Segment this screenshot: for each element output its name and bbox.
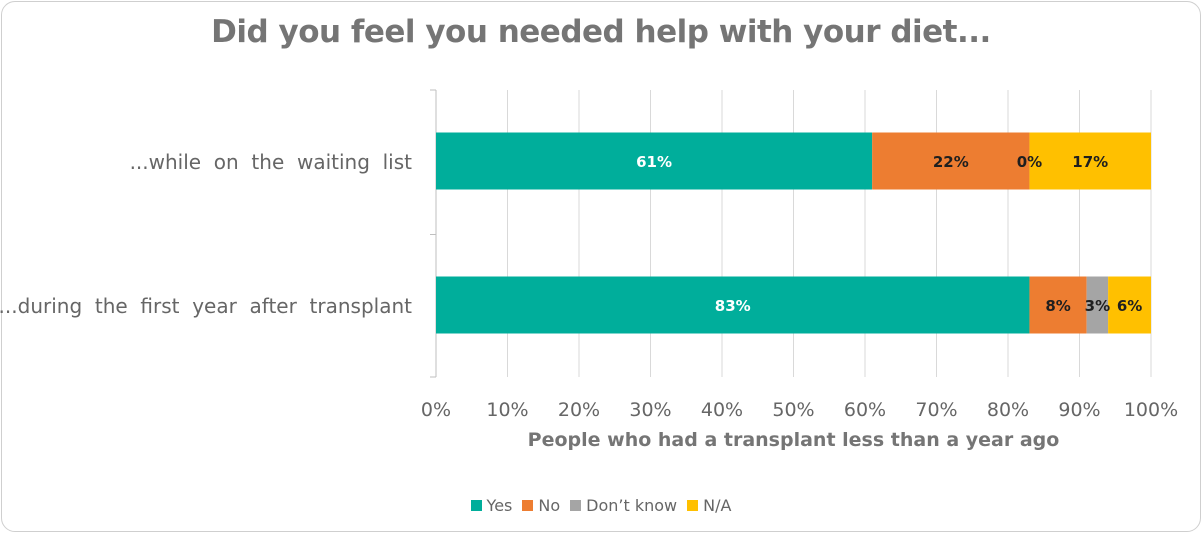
legend-label: No xyxy=(538,496,561,515)
y-axis xyxy=(430,89,437,378)
legend-swatch xyxy=(570,500,582,511)
category-label: ...during the first year after transplan… xyxy=(0,294,412,318)
x-tick-labels: 0% 10% 20% 30% 40% 50% 60% 70% 80% 90% 100% xyxy=(421,399,1178,421)
x-tick-label: 80% xyxy=(987,399,1029,421)
legend-label: Don’t know xyxy=(586,496,678,515)
x-tick-label: 50% xyxy=(772,399,814,421)
category-labels: ...while on the waiting list ...during th… xyxy=(0,150,412,318)
legend-swatch xyxy=(522,500,534,511)
bar-segment-yes xyxy=(436,132,873,190)
x-tick-label: 0% xyxy=(421,399,451,421)
legend-item: Don’t know xyxy=(570,496,677,515)
chart-title: Did you feel you needed help with your d… xyxy=(211,14,991,50)
data-label: 17% xyxy=(1072,153,1108,171)
legend-label: N/A xyxy=(703,496,732,515)
data-label: 83% xyxy=(715,297,751,315)
x-tick-label: 10% xyxy=(486,399,528,421)
legend-item: Yes xyxy=(470,496,513,515)
x-tick-label: 20% xyxy=(558,399,600,421)
bar-segment-no xyxy=(872,132,1030,190)
x-tick-label: 100% xyxy=(1124,399,1178,421)
x-axis-title: People who had a transplant less than a … xyxy=(527,429,1060,451)
legend-item: No xyxy=(522,496,560,515)
bar-segment-n-a xyxy=(1029,132,1151,190)
data-label: 6% xyxy=(1117,297,1142,315)
x-tick-label: 30% xyxy=(629,399,671,421)
bar-segment-n-a xyxy=(1108,276,1151,334)
legend-item: N/A xyxy=(687,496,731,515)
data-label: 22% xyxy=(933,153,969,171)
legend-swatch xyxy=(687,500,699,511)
x-tick-label: 60% xyxy=(844,399,886,421)
x-tick-label: 70% xyxy=(915,399,957,421)
data-label: 0% xyxy=(1017,153,1042,171)
x-tick-label: 90% xyxy=(1058,399,1100,421)
legend-label: Yes xyxy=(486,496,513,515)
bars xyxy=(436,132,1151,334)
data-label: 8% xyxy=(1045,297,1070,315)
bar-segment-yes xyxy=(436,276,1030,334)
bar-segment-no xyxy=(1029,276,1087,334)
data-label: 61% xyxy=(636,153,672,171)
x-tick-label: 40% xyxy=(701,399,743,421)
category-label: ...while on the waiting list xyxy=(130,150,413,174)
data-labels: 61% 22% 0% 17% 83% 8% 3% 6% xyxy=(636,153,1142,315)
legend: Yes No Don’t know N/A xyxy=(0,496,1202,515)
legend-swatch xyxy=(470,500,482,511)
bar-segment-don-t-know xyxy=(1086,276,1109,334)
data-label: 3% xyxy=(1085,297,1110,315)
